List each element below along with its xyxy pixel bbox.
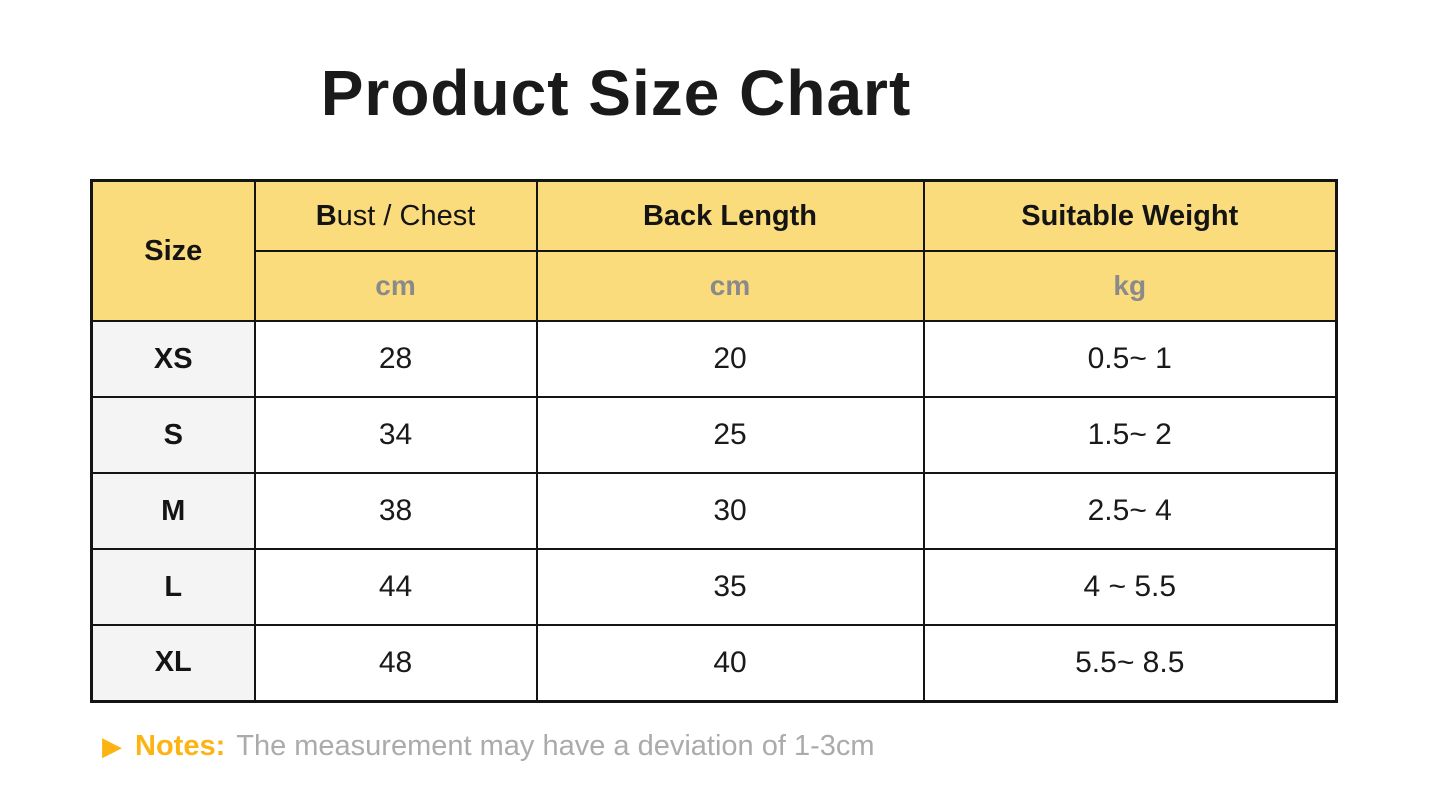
- column-header-suitable-weight: Suitable Weight: [922, 179, 1338, 252]
- header-row: Size Bust / Chest Back Length Suitable W…: [90, 179, 1338, 322]
- bust-cell: 34: [253, 396, 538, 474]
- weight-cell: 4 ~ 5.5: [922, 548, 1338, 626]
- weight-cell: 0.5~ 1: [922, 320, 1338, 398]
- weight-cell: 5.5~ 8.5: [922, 624, 1338, 702]
- column-header-back-length: Back Length: [535, 179, 925, 252]
- page-title: Product Size Chart: [320, 57, 912, 129]
- size-cell: M: [90, 472, 256, 550]
- table-row: XS 28 20 0.5~ 1: [90, 320, 1338, 398]
- notes-text: The measurement may have a deviation of …: [236, 729, 875, 762]
- bust-cell: 38: [253, 472, 538, 550]
- bust-header-bold-letter: B: [315, 199, 337, 232]
- unit-cell-weight: kg: [922, 250, 1338, 322]
- table-row: XL 48 40 5.5~ 8.5: [90, 624, 1338, 702]
- bust-cell: 44: [253, 548, 538, 626]
- weight-cell: 2.5~ 4: [922, 472, 1338, 550]
- table-row: M 38 30 2.5~ 4: [90, 472, 1338, 550]
- table-row: L 44 35 4 ~ 5.5: [90, 548, 1338, 626]
- back-length-cell: 35: [535, 548, 925, 626]
- size-cell: S: [90, 396, 256, 474]
- size-cell: XS: [90, 320, 256, 398]
- notes-footer: ▶ Notes: The measurement may have a devi…: [102, 730, 1443, 763]
- bust-header-rest: ust / Chest: [336, 199, 476, 232]
- weight-cell: 1.5~ 2: [922, 396, 1338, 474]
- size-cell: L: [90, 548, 256, 626]
- back-length-cell: 40: [535, 624, 925, 702]
- unit-cell-back-length: cm: [535, 250, 925, 322]
- back-length-cell: 25: [535, 396, 925, 474]
- unit-row: cm cm kg: [92, 250, 1338, 322]
- bust-cell: 48: [253, 624, 538, 702]
- notes-arrow-icon: ▶: [102, 731, 122, 761]
- unit-cell-bust: cm: [253, 250, 538, 322]
- back-length-cell: 20: [535, 320, 925, 398]
- column-header-size: Size: [90, 179, 256, 322]
- size-cell: XL: [90, 624, 256, 702]
- table-row: S 34 25 1.5~ 2: [90, 396, 1338, 474]
- notes-label: Notes:: [135, 729, 226, 762]
- bust-cell: 28: [253, 320, 538, 398]
- column-header-bust-chest: Bust / Chest: [253, 179, 538, 252]
- size-chart-table: Size Bust / Chest Back Length Suitable W…: [90, 179, 1338, 703]
- back-length-cell: 30: [535, 472, 925, 550]
